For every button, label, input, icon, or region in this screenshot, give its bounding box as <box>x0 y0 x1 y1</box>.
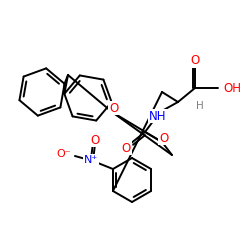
Text: N⁺: N⁺ <box>84 155 98 165</box>
Text: H: H <box>196 101 204 111</box>
Text: NH: NH <box>149 110 167 122</box>
Text: O⁻: O⁻ <box>56 149 71 159</box>
Text: O: O <box>160 132 168 144</box>
Text: O: O <box>190 54 200 68</box>
Text: O: O <box>110 102 119 114</box>
Text: O: O <box>122 142 130 154</box>
Text: OH: OH <box>223 82 241 94</box>
Text: O: O <box>90 134 100 146</box>
